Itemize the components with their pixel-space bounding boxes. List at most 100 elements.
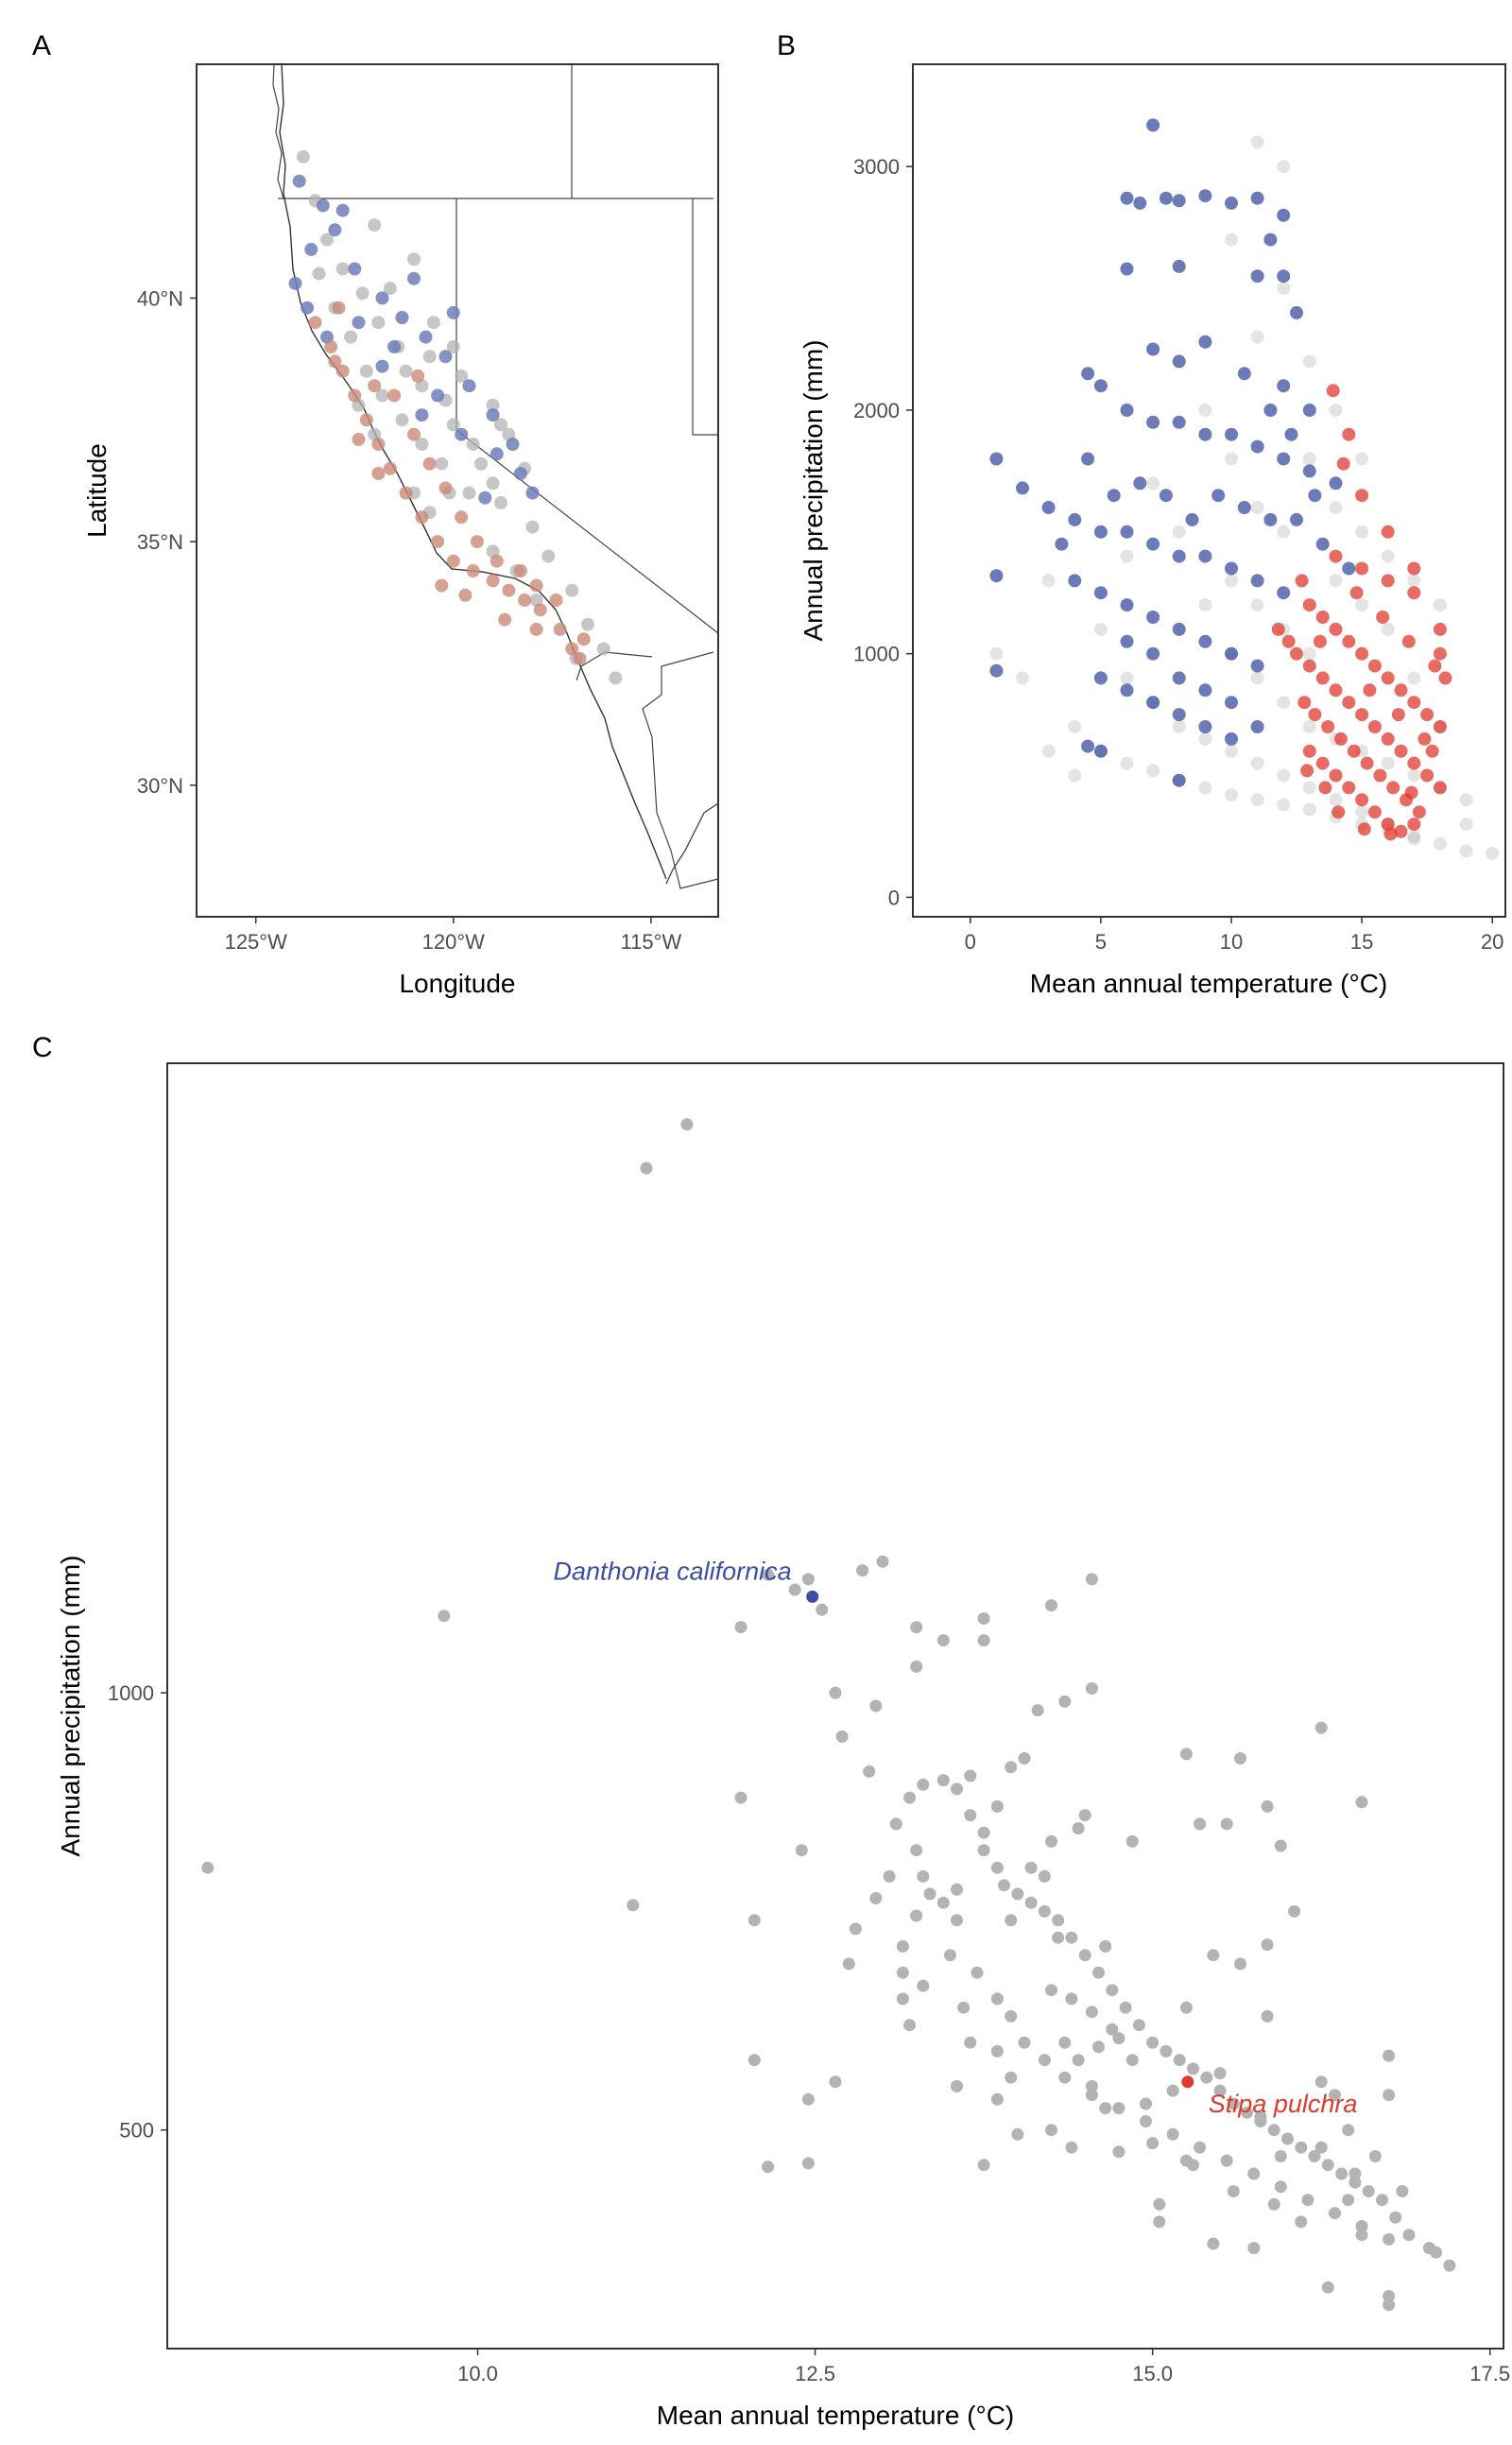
data-point-map_blue xyxy=(352,316,366,330)
data-point-gray xyxy=(1038,1904,1051,1918)
data-point-blue xyxy=(1159,489,1173,503)
x-tick-label: 120°W xyxy=(422,930,486,954)
data-point-gray xyxy=(1146,2137,1160,2150)
data-point-gray xyxy=(1225,788,1238,802)
data-point-gray xyxy=(1120,671,1134,685)
data-point-gray xyxy=(977,1634,990,1647)
data-point-gray xyxy=(399,364,413,378)
data-point-blue xyxy=(806,1590,819,1603)
x-tick-label: 5 xyxy=(1095,930,1107,954)
data-point-gray xyxy=(1065,2141,1078,2154)
data-point-map_blue xyxy=(407,271,421,285)
data-point-gray xyxy=(1349,2167,1362,2180)
data-point-map_red xyxy=(513,564,527,577)
data-point-map_red xyxy=(387,388,402,403)
data-point-blue xyxy=(1250,191,1264,205)
data-point-blue xyxy=(1250,720,1264,733)
data-point-gray xyxy=(494,418,507,432)
data-point-blue xyxy=(1308,489,1322,503)
data-point-red xyxy=(1433,646,1447,661)
y-tick-label: 3000 xyxy=(853,155,900,179)
data-point-blue xyxy=(1315,537,1330,551)
data-point-gray xyxy=(335,262,350,276)
data-point-blue xyxy=(1120,404,1134,417)
data-point-blue xyxy=(1198,549,1212,563)
data-point-gray xyxy=(1407,768,1421,783)
data-point-map_red xyxy=(438,481,453,495)
data-point-gray xyxy=(1140,2097,1152,2110)
data-point-gray xyxy=(964,1769,977,1782)
data-point-gray xyxy=(917,1869,930,1883)
data-point-red xyxy=(1318,781,1332,795)
data-point-gray xyxy=(1225,452,1238,466)
data-point-map_red xyxy=(431,535,445,549)
data-point-gray xyxy=(1068,768,1082,783)
data-point-gray xyxy=(1031,1704,1044,1717)
data-point-map_blue xyxy=(395,311,409,324)
data-point-red xyxy=(1367,805,1382,819)
data-point-gray xyxy=(1052,1931,1065,1944)
data-point-map_red xyxy=(359,413,373,427)
y-tick-label: 2000 xyxy=(853,399,900,422)
data-point-blue xyxy=(1250,574,1264,588)
panel-a-axes: 125°W 120°W 115°W 30°N 35°N 40°N xyxy=(137,286,682,954)
data-point-gray xyxy=(1314,1721,1328,1734)
data-point-gray xyxy=(1381,622,1395,636)
data-point-gray xyxy=(596,642,610,656)
data-point-gray xyxy=(1335,2167,1349,2180)
data-point-gray xyxy=(977,1844,990,1857)
data-point-red xyxy=(1342,781,1356,795)
data-point-gray xyxy=(869,1892,883,1904)
data-point-map_red xyxy=(335,364,350,378)
data-point-red xyxy=(1315,756,1330,770)
data-point-gray xyxy=(1302,720,1316,733)
data-point-gray xyxy=(951,1782,963,1796)
data-point-gray xyxy=(395,413,409,427)
data-point-gray xyxy=(422,350,437,364)
data-point-gray xyxy=(486,398,500,412)
panel-b-plot xyxy=(989,118,1500,860)
data-point-gray xyxy=(1308,2150,1321,2162)
data-point-gray xyxy=(201,1861,215,1874)
data-point-gray xyxy=(355,286,369,301)
data-point-gray xyxy=(1194,2141,1207,2154)
data-point-gray xyxy=(801,2092,815,2106)
data-point-gray xyxy=(1146,476,1160,491)
data-point-gray xyxy=(1225,232,1238,247)
data-point-gray xyxy=(863,1765,876,1778)
data-point-blue xyxy=(1041,501,1056,514)
data-point-gray xyxy=(486,476,500,491)
data-point-gray xyxy=(455,369,469,383)
panel-b-ylabel: Annual precipitation (mm) xyxy=(799,339,828,641)
data-point-blue xyxy=(1225,732,1238,746)
data-point-gray xyxy=(951,1914,963,1927)
data-point-red xyxy=(1386,781,1400,795)
data-point-map_blue xyxy=(304,242,318,256)
data-point-gray xyxy=(1376,2194,1388,2207)
data-point-gray xyxy=(1383,2049,1396,2062)
data-point-gray xyxy=(1267,2124,1280,2137)
data-point-gray xyxy=(1005,2009,1018,2023)
map-basemap xyxy=(272,63,719,889)
data-point-gray xyxy=(1281,2132,1294,2145)
data-point-blue xyxy=(1302,464,1316,478)
data-point-gray xyxy=(1254,2110,1267,2124)
data-point-red xyxy=(1381,574,1395,588)
data-point-red xyxy=(1381,732,1395,746)
data-point-map_red xyxy=(371,438,386,451)
data-point-gray xyxy=(964,1809,977,1822)
data-point-red xyxy=(1407,818,1421,832)
data-point-gray xyxy=(1302,646,1316,661)
data-point-gray xyxy=(856,1564,869,1577)
data-point-red xyxy=(1383,827,1398,841)
data-point-blue xyxy=(1277,208,1291,222)
data-point-gray xyxy=(1277,282,1291,296)
data-point-gray xyxy=(936,1634,950,1647)
data-point-gray xyxy=(1200,2071,1213,2084)
data-point-gray xyxy=(1321,2281,1334,2294)
data-point-blue xyxy=(1120,262,1134,276)
data-point-blue xyxy=(1263,404,1278,417)
data-point-gray xyxy=(1041,744,1056,758)
panel-c: C Danthonia californica Stipa pulchra 10.… xyxy=(32,1032,1510,2430)
data-point-gray xyxy=(1234,1957,1246,1971)
